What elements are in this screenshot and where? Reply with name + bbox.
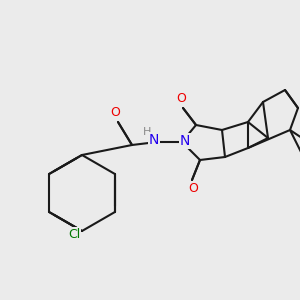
Text: N: N xyxy=(180,134,190,148)
Text: Cl: Cl xyxy=(68,227,80,241)
Text: O: O xyxy=(188,182,198,196)
Text: O: O xyxy=(176,92,186,106)
Text: N: N xyxy=(149,133,159,147)
Text: H: H xyxy=(143,127,151,137)
Text: O: O xyxy=(110,106,120,119)
